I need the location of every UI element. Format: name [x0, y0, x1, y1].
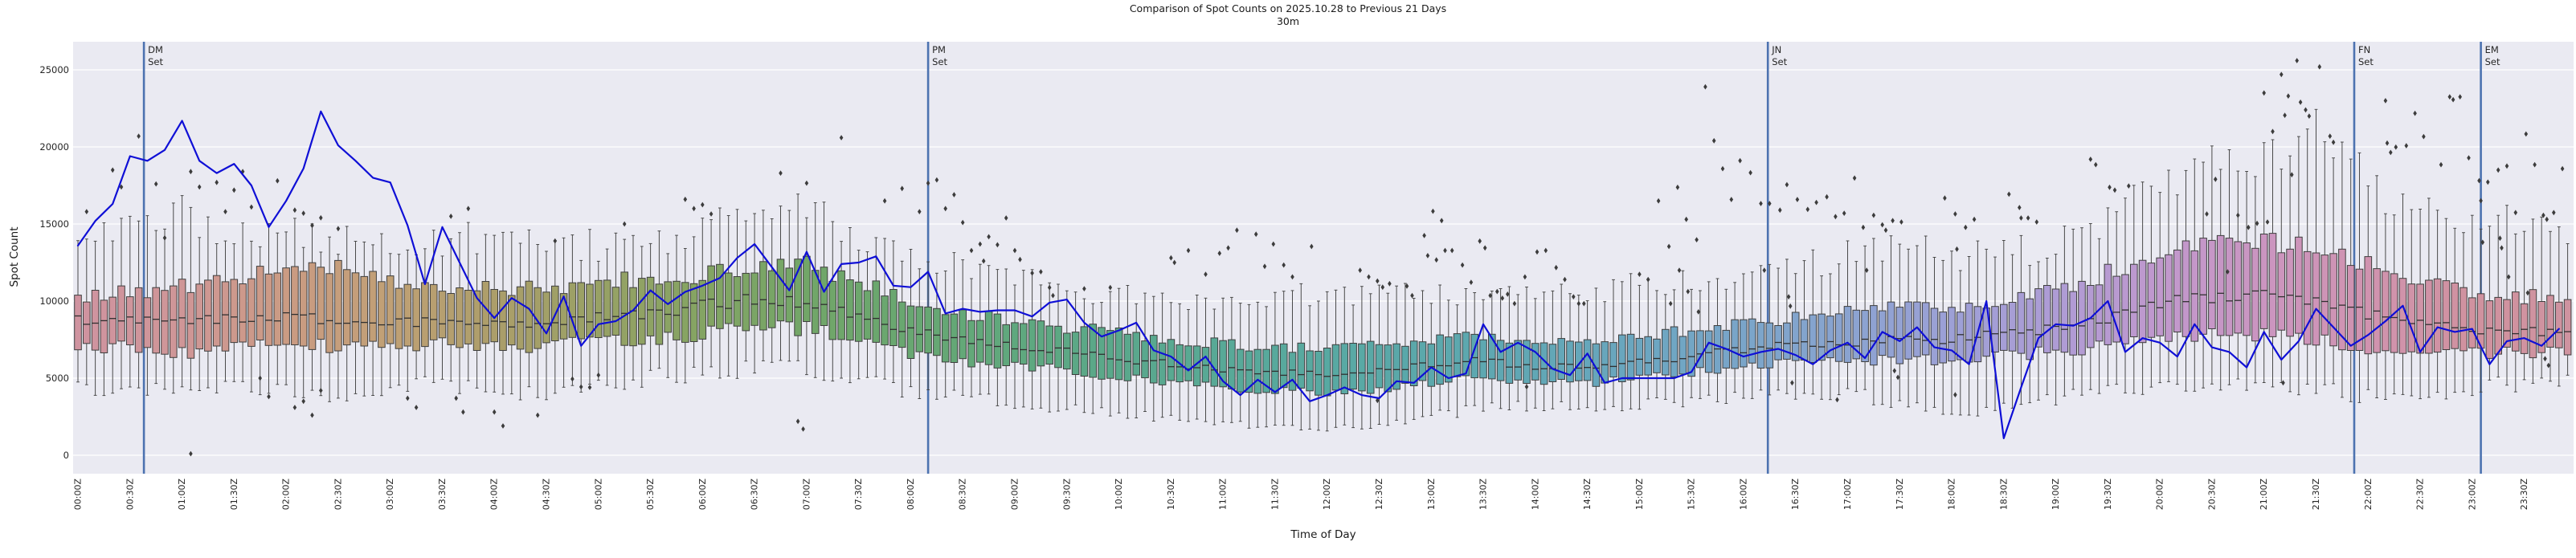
svg-text:09:30Z: 09:30Z	[1061, 479, 1072, 511]
svg-text:06:00Z: 06:00Z	[697, 479, 708, 511]
y-axis-label: Spot Count	[8, 226, 21, 287]
svg-text:11:30Z: 11:30Z	[1270, 479, 1280, 511]
chart-title: Comparison of Spot Counts on 2025.10.28 …	[1129, 2, 1447, 14]
svg-text:15:30Z: 15:30Z	[1687, 479, 1697, 511]
svg-text:5000: 5000	[46, 373, 69, 384]
svg-text:03:00Z: 03:00Z	[385, 479, 395, 511]
svg-text:01:00Z: 01:00Z	[177, 479, 187, 511]
svg-text:22:30Z: 22:30Z	[2415, 479, 2426, 511]
svg-text:06:30Z: 06:30Z	[750, 479, 760, 511]
svg-text:05:00Z: 05:00Z	[593, 479, 603, 511]
svg-text:EM: EM	[2485, 44, 2499, 55]
x-axis-label: Time of Day	[1290, 528, 1356, 541]
svg-text:Set: Set	[1772, 56, 1787, 67]
svg-text:Set: Set	[2358, 56, 2374, 67]
svg-text:13:00Z: 13:00Z	[1426, 479, 1437, 511]
svg-text:22:00Z: 22:00Z	[2363, 479, 2374, 511]
svg-text:21:30Z: 21:30Z	[2311, 479, 2321, 511]
svg-text:09:00Z: 09:00Z	[1010, 479, 1020, 511]
svg-text:05:30Z: 05:30Z	[645, 479, 656, 511]
svg-text:18:00Z: 18:00Z	[1947, 479, 1957, 511]
svg-text:FN: FN	[2358, 44, 2370, 55]
y-tick-labels: 0 5000 10000 15000 20000 25000	[39, 64, 69, 461]
svg-text:00:30Z: 00:30Z	[125, 479, 135, 511]
svg-text:04:30Z: 04:30Z	[542, 479, 552, 511]
svg-text:Set: Set	[2485, 56, 2500, 67]
svg-text:14:30Z: 14:30Z	[1582, 479, 1593, 511]
svg-text:14:00Z: 14:00Z	[1530, 479, 1540, 511]
svg-text:11:00Z: 11:00Z	[1218, 479, 1229, 511]
svg-text:04:00Z: 04:00Z	[489, 479, 500, 511]
svg-text:08:00Z: 08:00Z	[906, 479, 916, 511]
svg-text:17:00Z: 17:00Z	[1842, 479, 1853, 511]
svg-text:07:30Z: 07:30Z	[853, 479, 864, 511]
svg-text:17:30Z: 17:30Z	[1895, 479, 1905, 511]
svg-text:07:00Z: 07:00Z	[801, 479, 812, 511]
grid-lines	[73, 69, 2574, 456]
svg-text:19:00Z: 19:00Z	[2051, 479, 2061, 511]
svg-text:20:00Z: 20:00Z	[2155, 479, 2165, 511]
svg-text:18:30Z: 18:30Z	[1998, 479, 2009, 511]
svg-text:08:30Z: 08:30Z	[958, 479, 968, 511]
svg-text:PM: PM	[932, 44, 946, 55]
chart-subtitle: 30m	[1276, 15, 1300, 27]
svg-text:12:30Z: 12:30Z	[1374, 479, 1384, 511]
x-tick-labels: 00:00Z 00:30Z 01:00Z 01:30Z 02:00Z 02:30Z 03:0…	[73, 479, 2530, 511]
svg-text:23:30Z: 23:30Z	[2519, 479, 2529, 511]
svg-text:20000: 20000	[39, 141, 69, 153]
svg-text:23:00Z: 23:00Z	[2467, 479, 2477, 511]
svg-text:10000: 10000	[39, 295, 69, 307]
plot-background	[73, 42, 2574, 474]
svg-text:02:30Z: 02:30Z	[333, 479, 343, 511]
box-plots	[74, 233, 2572, 397]
svg-text:02:00Z: 02:00Z	[281, 479, 292, 511]
svg-text:Set: Set	[932, 56, 947, 67]
svg-text:19:30Z: 19:30Z	[2103, 479, 2113, 511]
svg-text:16:00Z: 16:00Z	[1738, 479, 1748, 511]
outlier-points	[84, 58, 2565, 457]
svg-text:Set: Set	[148, 56, 163, 67]
svg-text:10:30Z: 10:30Z	[1166, 479, 1176, 511]
svg-text:03:30Z: 03:30Z	[437, 479, 448, 511]
svg-text:15000: 15000	[39, 218, 69, 230]
svg-text:0: 0	[63, 450, 69, 461]
svg-text:00:00Z: 00:00Z	[73, 479, 84, 511]
svg-text:15:00Z: 15:00Z	[1634, 479, 1645, 511]
svg-text:01:30Z: 01:30Z	[229, 479, 239, 511]
svg-text:16:30Z: 16:30Z	[1790, 479, 1801, 511]
svg-text:13:30Z: 13:30Z	[1478, 479, 1489, 511]
svg-text:12:00Z: 12:00Z	[1322, 479, 1332, 511]
current-day-line	[76, 110, 2560, 439]
svg-text:21:00Z: 21:00Z	[2259, 479, 2269, 511]
svg-text:25000: 25000	[39, 64, 69, 75]
event-markers	[142, 42, 2482, 474]
svg-text:JN: JN	[1771, 44, 1781, 55]
svg-text:20:30Z: 20:30Z	[2206, 479, 2217, 511]
svg-text:10:00Z: 10:00Z	[1114, 479, 1124, 511]
svg-text:DM: DM	[148, 44, 163, 55]
